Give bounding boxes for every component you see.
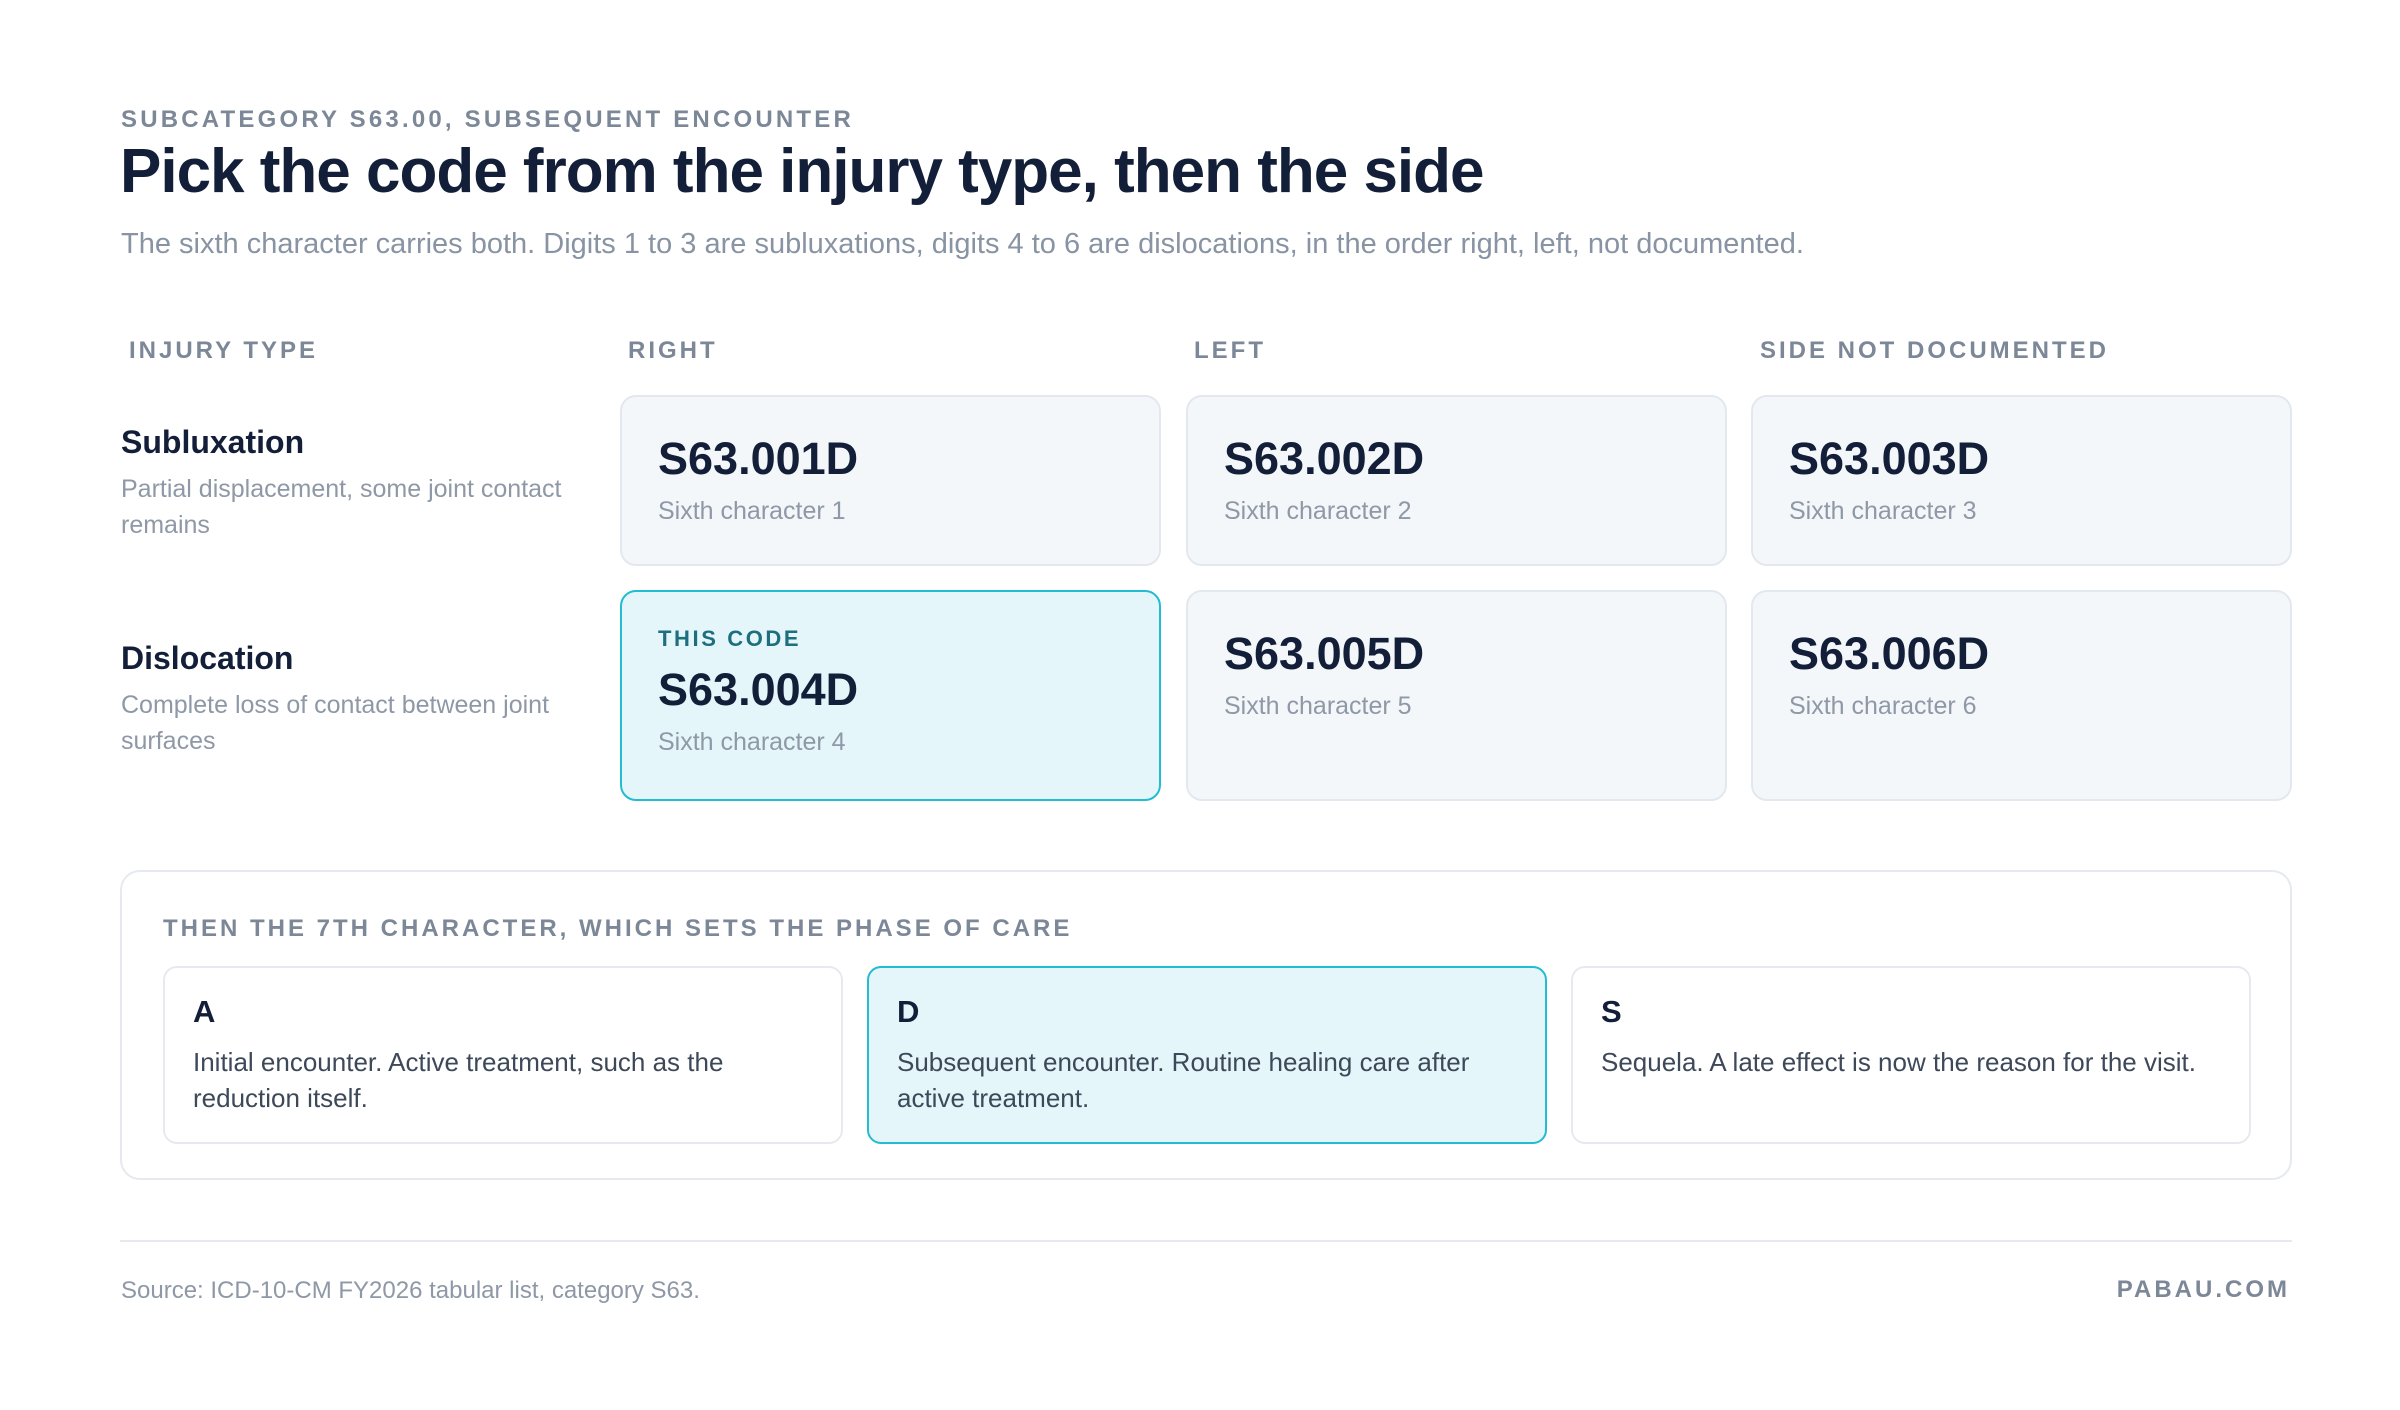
page-subtitle: The sixth character carries both. Digits… [121,228,1804,260]
code-card-s63-002d[interactable]: S63.002D Sixth character 2 [1186,395,1727,566]
code-subtitle: Sixth character 6 [1789,692,1977,720]
phase-option-s[interactable]: S Sequela. A late effect is now the reas… [1571,966,2251,1144]
code-card-s63-005d[interactable]: S63.005D Sixth character 5 [1186,590,1727,801]
code-value: S63.005D [1224,628,1425,679]
row-description: Complete loss of contact between joint s… [121,691,550,755]
code-value: S63.002D [1224,433,1425,484]
code-subtitle: Sixth character 5 [1224,692,1412,720]
column-header-left: LEFT [1194,337,1266,364]
phase-heading: THEN THE 7TH CHARACTER, WHICH SETS THE P… [163,915,1073,942]
phase-option-a[interactable]: A Initial encounter. Active treatment, s… [163,966,843,1144]
code-card-s63-001d[interactable]: S63.001D Sixth character 1 [620,395,1161,566]
code-card-s63-003d[interactable]: S63.003D Sixth character 3 [1751,395,2292,566]
row-title: Dislocation [121,640,294,676]
phase-description: Subsequent encounter. Routine healing ca… [897,1047,1470,1113]
code-subtitle: Sixth character 3 [1789,497,1977,525]
column-header-right: RIGHT [628,337,718,364]
brand-link[interactable]: PABAU.COM [2116,1276,2290,1303]
row-title: Subluxation [121,424,305,460]
phase-letter: A [193,994,216,1029]
code-subtitle: Sixth character 1 [658,497,846,525]
code-card-s63-006d[interactable]: S63.006D Sixth character 6 [1751,590,2292,801]
column-header-side-not-documented: SIDE NOT DOCUMENTED [1760,337,2110,364]
row-label-subluxation: Subluxation Partial displacement, some j… [121,424,581,543]
column-header-injury-type: INJURY TYPE [129,337,319,364]
code-value: S63.003D [1789,433,1990,484]
row-description: Partial displacement, some joint contact… [121,475,562,539]
source-note: Source: ICD-10-CM FY2026 tabular list, c… [121,1277,700,1304]
code-value: S63.006D [1789,628,1990,679]
this-code-badge: THIS CODE [658,626,802,651]
phase-letter: S [1601,994,1622,1029]
code-value: S63.004D [658,664,859,715]
code-subtitle: Sixth character 2 [1224,497,1412,525]
eyebrow: SUBCATEGORY S63.00, SUBSEQUENT ENCOUNTER [121,106,855,133]
phase-option-d-selected[interactable]: D Subsequent encounter. Routine healing … [867,966,1547,1144]
phase-letter: D [897,994,920,1029]
phase-description: Initial encounter. Active treatment, suc… [193,1047,724,1113]
phase-description: Sequela. A late effect is now the reason… [1601,1047,2196,1077]
phase-of-care-panel: THEN THE 7TH CHARACTER, WHICH SETS THE P… [120,870,2292,1180]
footer-divider [120,1240,2292,1242]
code-value: S63.001D [658,433,859,484]
row-label-dislocation: Dislocation Complete loss of contact bet… [121,640,581,759]
code-card-s63-004d-selected[interactable]: THIS CODE S63.004D Sixth character 4 [620,590,1161,801]
code-subtitle: Sixth character 4 [658,728,846,756]
page-title: Pick the code from the injury type, then… [120,137,1484,206]
